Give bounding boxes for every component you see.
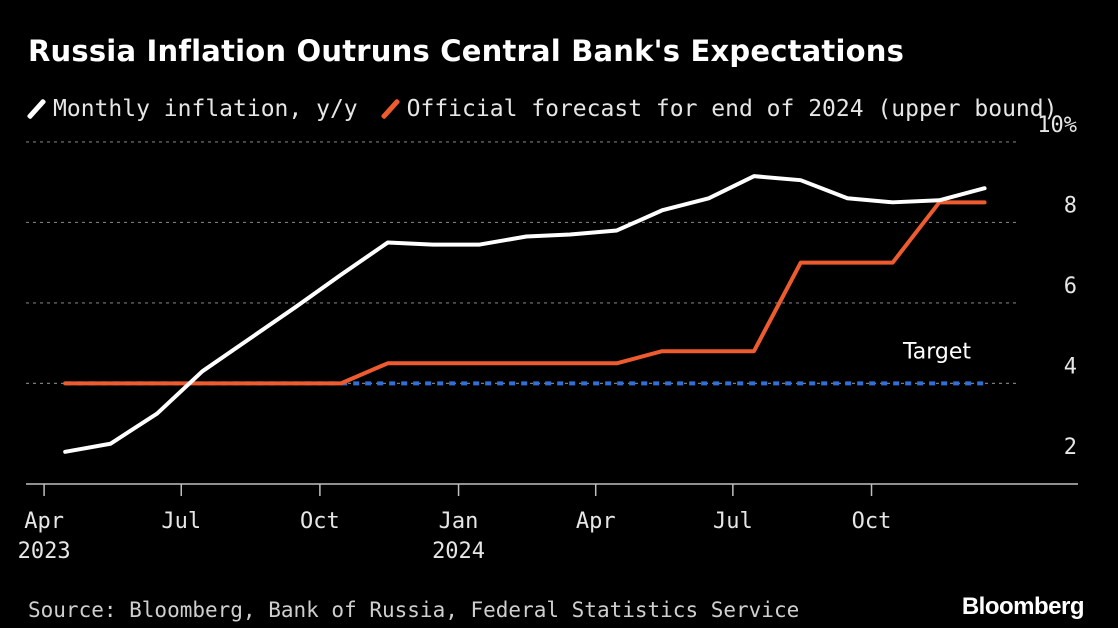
x-tick-label-4: Apr xyxy=(576,509,616,534)
x-tick-year-label-0: 2023 xyxy=(18,539,71,564)
legend-item-official-forecast: Official forecast for end of 2024 (upper… xyxy=(380,96,1058,122)
legend-label-monthly-inflation: Monthly inflation, y/y xyxy=(53,96,358,122)
y-tick-label-6: 6 xyxy=(1064,274,1077,299)
series-lines xyxy=(63,174,987,454)
legend-label-official-forecast: Official forecast for end of 2024 (upper… xyxy=(406,96,1058,122)
chart-title: Russia Inflation Outruns Central Bank's … xyxy=(28,34,905,68)
series-line-0 xyxy=(63,174,987,454)
y-tick-label-8: 8 xyxy=(1064,193,1077,218)
x-tick-label-6: Oct xyxy=(852,509,892,534)
tick-labels: 2 4 6 8 10% Apr 2023 Jul Oct Jan 2024 Apr Jul Oct Targ… xyxy=(18,113,1077,564)
x-tick-label-1: Jul xyxy=(161,509,201,534)
series-line-1 xyxy=(63,200,987,386)
y-tick-label-4: 4 xyxy=(1064,354,1077,379)
reference-label-target: Target xyxy=(902,339,971,364)
legend: Monthly inflation, y/y Official forecast… xyxy=(26,96,1081,122)
legend-item-monthly-inflation: Monthly inflation, y/y xyxy=(26,96,358,122)
source-note: Source: Bloomberg, Bank of Russia, Feder… xyxy=(28,598,800,622)
y-tick-label-2: 2 xyxy=(1064,435,1077,460)
x-tick-label-5: Jul xyxy=(713,509,753,534)
x-tick-label-0: Apr xyxy=(24,509,64,534)
x-tick-label-3: Jan xyxy=(439,509,479,534)
x-tick-year-label-3: 2024 xyxy=(432,539,485,564)
x-axis xyxy=(26,483,1078,496)
y-tick-label-10: 10% xyxy=(1037,113,1077,138)
x-tick-label-2: Oct xyxy=(300,509,340,534)
bloomberg-logo: Bloomberg xyxy=(961,593,1085,620)
